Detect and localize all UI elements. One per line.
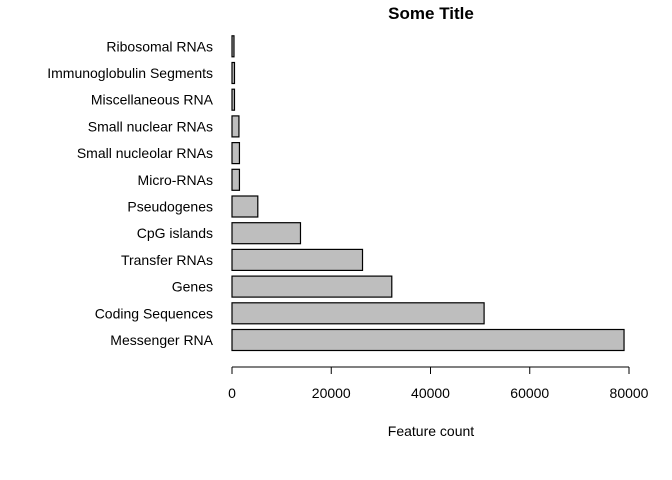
bars-group	[231, 35, 625, 352]
bar	[231, 328, 625, 352]
x-tick-label: 20000	[312, 385, 351, 401]
bar	[231, 302, 485, 325]
bar	[231, 222, 302, 245]
bar	[231, 168, 241, 191]
bar	[231, 142, 241, 165]
bar	[231, 115, 240, 138]
x-tick-label: 80000	[610, 385, 649, 401]
category-label: CpG islands	[137, 225, 213, 241]
x-axis: 0 20000 40000 60000 80000	[228, 366, 649, 401]
category-label: Ribosomal RNAs	[106, 38, 213, 54]
category-labels: Messenger RNA Coding Sequences Genes Transf…	[47, 38, 213, 348]
chart-title: Some Title	[388, 4, 474, 23]
category-label: Messenger RNA	[110, 332, 213, 348]
x-tick-label: 0	[228, 385, 236, 401]
bar	[231, 275, 393, 298]
category-label: Genes	[172, 279, 213, 295]
category-label: Miscellaneous RNA	[91, 92, 214, 108]
category-label: Transfer RNAs	[121, 252, 213, 268]
category-label: Micro-RNAs	[138, 172, 213, 188]
x-axis-title: Feature count	[388, 423, 474, 439]
x-tick-label: 60000	[510, 385, 549, 401]
category-label: Immunoglobulin Segments	[47, 65, 213, 81]
bar	[231, 248, 364, 271]
bar	[231, 195, 259, 218]
category-label: Small nucleolar RNAs	[77, 145, 213, 161]
bar	[231, 88, 236, 111]
category-label: Coding Sequences	[95, 305, 213, 321]
x-tick-label: 40000	[411, 385, 450, 401]
category-label: Small nuclear RNAs	[88, 118, 213, 134]
category-label: Pseudogenes	[127, 199, 213, 215]
bar	[231, 35, 235, 58]
bar	[231, 61, 236, 85]
